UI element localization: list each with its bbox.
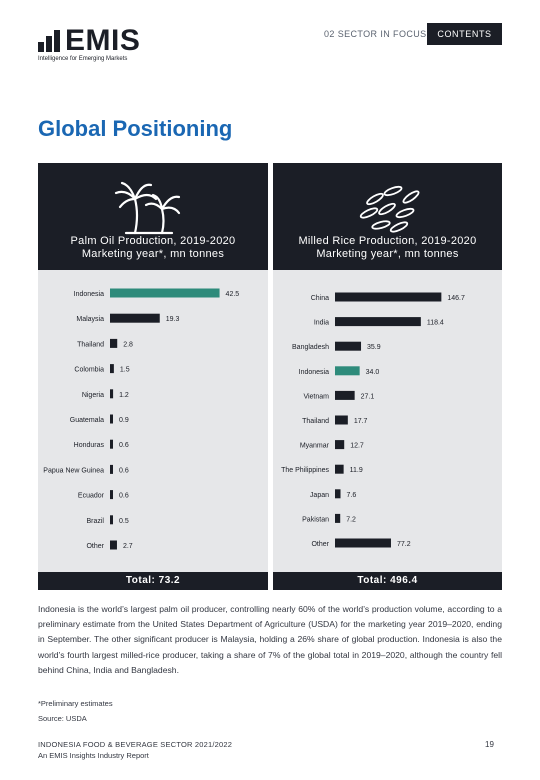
palm-oil-category-label: Thailand (77, 341, 104, 348)
logo-bars-icon (38, 30, 60, 52)
nav-section-link[interactable]: 02 SECTOR IN FOCUS (324, 29, 427, 39)
rice-category-label: Bangladesh (292, 344, 329, 351)
contents-button[interactable]: CONTENTS (427, 23, 502, 45)
palm-oil-category-label: Indonesia (74, 291, 104, 298)
palm-oil-panel-header: Palm Oil Production, 2019-2020 Marketing… (38, 163, 268, 270)
palm-oil-value-label: 2.8 (123, 341, 133, 348)
rice-value-label: 11.9 (350, 467, 363, 474)
palm-oil-bar (110, 540, 117, 550)
rice-bar (335, 390, 355, 400)
palm-oil-value-label: 0.6 (119, 467, 129, 474)
rice-value-label: 146.7 (447, 295, 465, 302)
logo-tagline: Intelligence for Emerging Markets (38, 56, 128, 62)
footnote: *Preliminary estimates (38, 699, 113, 708)
palm-oil-value-label: 0.6 (119, 442, 129, 449)
rice-value-label: 27.1 (361, 393, 375, 400)
palm-oil-value-label: 0.5 (119, 518, 129, 525)
palm-oil-category-label: Malaysia (76, 316, 104, 323)
rice-grains-icon (359, 185, 420, 233)
palm-oil-bar (110, 439, 113, 449)
palm-oil-category-label: Nigeria (82, 392, 104, 399)
rice-bar (335, 292, 442, 302)
logo-wordmark: EMIS (65, 24, 141, 57)
rice-total: Total: 496.4 (273, 572, 502, 590)
palm-oil-category-label: Brazil (86, 518, 104, 525)
palm-oil-bar-chart: Indonesia 42.5 Malaysia 19.3 Thailand 2.8 Colo… (43, 288, 240, 550)
palm-trees-icon (114, 181, 181, 235)
palm-oil-category-label: Guatemala (70, 417, 104, 424)
rice-value-label: 7.2 (346, 516, 356, 523)
rice-category-label: Myanmar (300, 443, 330, 450)
source-note: Source: USDA (38, 714, 87, 723)
footer-report-subtitle: An EMIS Insights Industry Report (38, 751, 149, 760)
palm-oil-value-label: 42.5 (226, 291, 240, 298)
rice-category-label: China (311, 295, 329, 302)
palm-oil-value-label: 19.3 (166, 316, 180, 323)
page-number: 19 (485, 740, 494, 749)
rice-category-label: Japan (310, 492, 329, 499)
palm-oil-category-label: Papua New Guinea (43, 467, 104, 474)
palm-oil-category-label: Honduras (74, 442, 105, 449)
rice-bar-chart: China 146.7 India 118.4 Bangladesh 35.9 Indone… (281, 292, 465, 548)
palm-oil-category-label: Ecuador (78, 493, 105, 500)
palm-oil-category-label: Other (86, 543, 104, 550)
rice-value-label: 12.7 (350, 443, 364, 450)
rice-category-label: Pakistan (302, 516, 329, 523)
rice-value-label: 77.2 (397, 541, 411, 548)
rice-bar (335, 489, 341, 499)
rice-value-label: 7.6 (347, 492, 357, 499)
palm-oil-category-label: Colombia (74, 367, 104, 374)
palm-oil-bar (110, 464, 113, 474)
rice-bar (335, 341, 362, 351)
rice-category-label: Other (311, 541, 329, 548)
page-title: Global Positioning (38, 116, 233, 141)
rice-value-label: 118.4 (427, 320, 444, 327)
palm-oil-bar (110, 414, 113, 424)
palm-oil-bar (110, 364, 114, 374)
palm-oil-chart: Indonesia 42.5 Malaysia 19.3 Thailand 2.8 Colo… (38, 270, 268, 572)
rice-category-label: Vietnam (303, 393, 329, 400)
palm-oil-value-label: 1.5 (120, 367, 130, 374)
rice-panel-header: Milled Rice Production, 2019-2020 Market… (273, 163, 502, 270)
rice-category-label: Thailand (302, 418, 329, 425)
rice-bar (335, 440, 345, 450)
palm-oil-bar (110, 338, 118, 348)
palm-oil-bar (110, 515, 113, 525)
rice-bar (335, 366, 360, 376)
rice-chart: China 146.7 India 118.4 Bangladesh 35.9 Indone… (273, 270, 502, 572)
rice-bar (335, 464, 344, 474)
rice-category-label: India (314, 320, 329, 327)
palm-oil-chart-title: Palm Oil Production, 2019-2020 Marketing… (70, 235, 236, 260)
palm-oil-bar (110, 288, 220, 298)
rice-chart-title: Milled Rice Production, 2019-2020 Market… (298, 235, 477, 260)
rice-bar (335, 538, 391, 548)
palm-oil-value-label: 0.6 (119, 493, 129, 500)
footer-report-title: INDONESIA FOOD & BEVERAGE SECTOR 2021/20… (38, 740, 233, 749)
rice-value-label: 17.7 (354, 418, 368, 425)
body-paragraph: Indonesia is the world’s largest palm oi… (38, 604, 502, 675)
palm-oil-value-label: 0.9 (119, 417, 129, 424)
palm-oil-bar (110, 313, 160, 323)
palm-oil-total: Total: 73.2 (38, 572, 268, 590)
palm-oil-value-label: 2.7 (123, 543, 133, 550)
rice-bar (335, 317, 421, 327)
rice-bar (335, 415, 348, 425)
rice-bar (335, 513, 341, 523)
palm-oil-value-label: 1.2 (119, 392, 129, 399)
rice-category-label: Indonesia (299, 369, 329, 376)
rice-value-label: 34.0 (366, 369, 380, 376)
rice-value-label: 35.9 (367, 344, 381, 351)
palm-oil-bar (110, 389, 114, 399)
rice-category-label: The Philippines (281, 467, 329, 474)
palm-oil-bar (110, 490, 113, 500)
